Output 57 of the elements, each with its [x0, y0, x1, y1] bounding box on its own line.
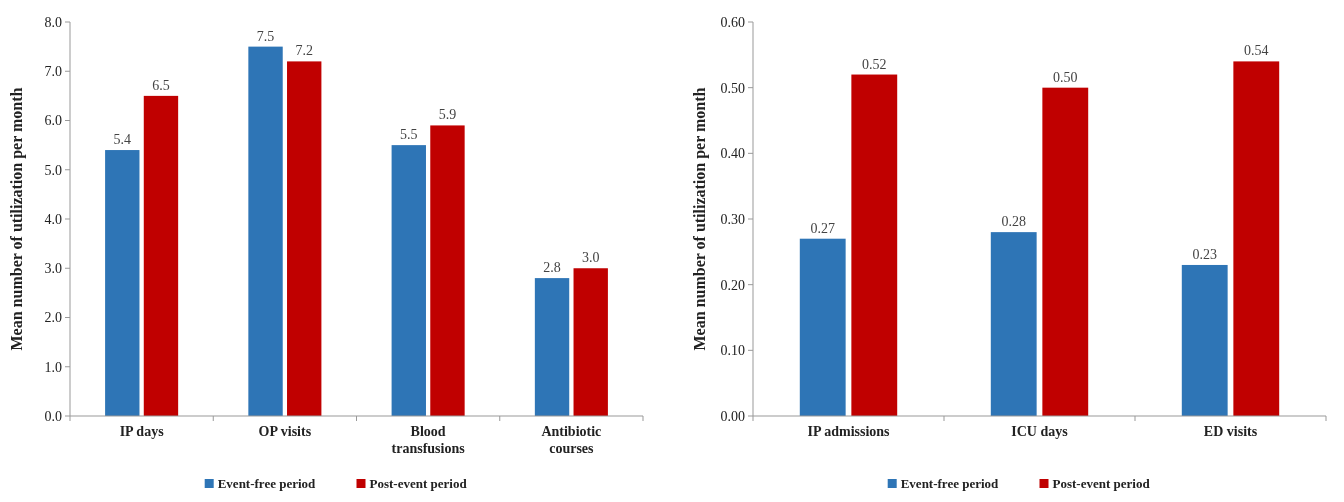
bar — [990, 232, 1037, 416]
data-label: 7.2 — [295, 43, 313, 59]
bar — [799, 238, 846, 416]
y-tick-label: 0.0 — [44, 408, 62, 424]
y-tick-label: 0.60 — [720, 14, 745, 30]
data-label: 3.0 — [581, 250, 600, 266]
y-tick-label: 1.0 — [44, 359, 62, 375]
y-axis-title: Mean number of utilization per month — [691, 87, 709, 351]
data-label: 0.52 — [862, 56, 887, 72]
bar — [1233, 61, 1280, 416]
data-label: 0.28 — [1001, 214, 1026, 230]
x-tick-label: OP visits — [258, 424, 312, 439]
data-label: 5.5 — [400, 127, 418, 143]
data-label: 7.5 — [256, 28, 275, 44]
data-label: 0.23 — [1192, 246, 1217, 262]
data-label: 6.5 — [152, 77, 170, 93]
legend-label: Post-event period — [369, 476, 468, 491]
data-label: 0.27 — [810, 220, 835, 236]
bar — [391, 145, 426, 416]
y-tick-label: 5.0 — [44, 162, 62, 178]
legend-label: Event-free period — [900, 476, 1000, 491]
bar — [287, 61, 322, 416]
y-tick-label: 0.20 — [720, 277, 745, 293]
y-tick-label: 0.50 — [720, 80, 745, 96]
x-tick-label: ED visits — [1203, 424, 1258, 439]
y-tick-label: 0.10 — [720, 343, 745, 359]
y-tick-label: 3.0 — [44, 261, 62, 277]
data-label: 5.4 — [113, 132, 132, 148]
data-label: 0.50 — [1053, 69, 1078, 85]
legend-label: Event-free period — [217, 476, 317, 491]
x-tick-label: Blood transfusions — [391, 424, 466, 456]
bar — [248, 46, 283, 416]
y-tick-label: 0.40 — [720, 146, 745, 162]
bar — [430, 125, 465, 416]
bar — [105, 150, 140, 416]
data-label: 0.54 — [1244, 43, 1269, 59]
y-tick-label: 6.0 — [44, 113, 62, 129]
y-axis-title: Mean number of utilization per month — [8, 87, 26, 351]
bar — [1042, 87, 1089, 416]
y-tick-label: 0.30 — [720, 211, 745, 227]
y-tick-label: 4.0 — [44, 211, 62, 227]
y-tick-label: 8.0 — [44, 14, 62, 30]
y-tick-label: 2.0 — [44, 310, 62, 326]
y-tick-label: 0.00 — [720, 408, 745, 424]
bar — [534, 278, 570, 416]
x-tick-label: IP admissions — [807, 424, 891, 439]
bar — [1181, 264, 1228, 416]
data-label: 5.9 — [438, 107, 457, 123]
legend-label: Post-event period — [1052, 476, 1151, 491]
data-label: 2.8 — [543, 260, 561, 276]
x-tick-label: ICU days — [1011, 424, 1069, 439]
y-tick-label: 7.0 — [44, 64, 62, 80]
bar — [573, 268, 608, 416]
x-tick-label: IP days — [119, 424, 165, 439]
bar — [143, 95, 179, 416]
bar — [851, 74, 898, 416]
x-tick-label: Antibiotic courses — [541, 424, 602, 456]
